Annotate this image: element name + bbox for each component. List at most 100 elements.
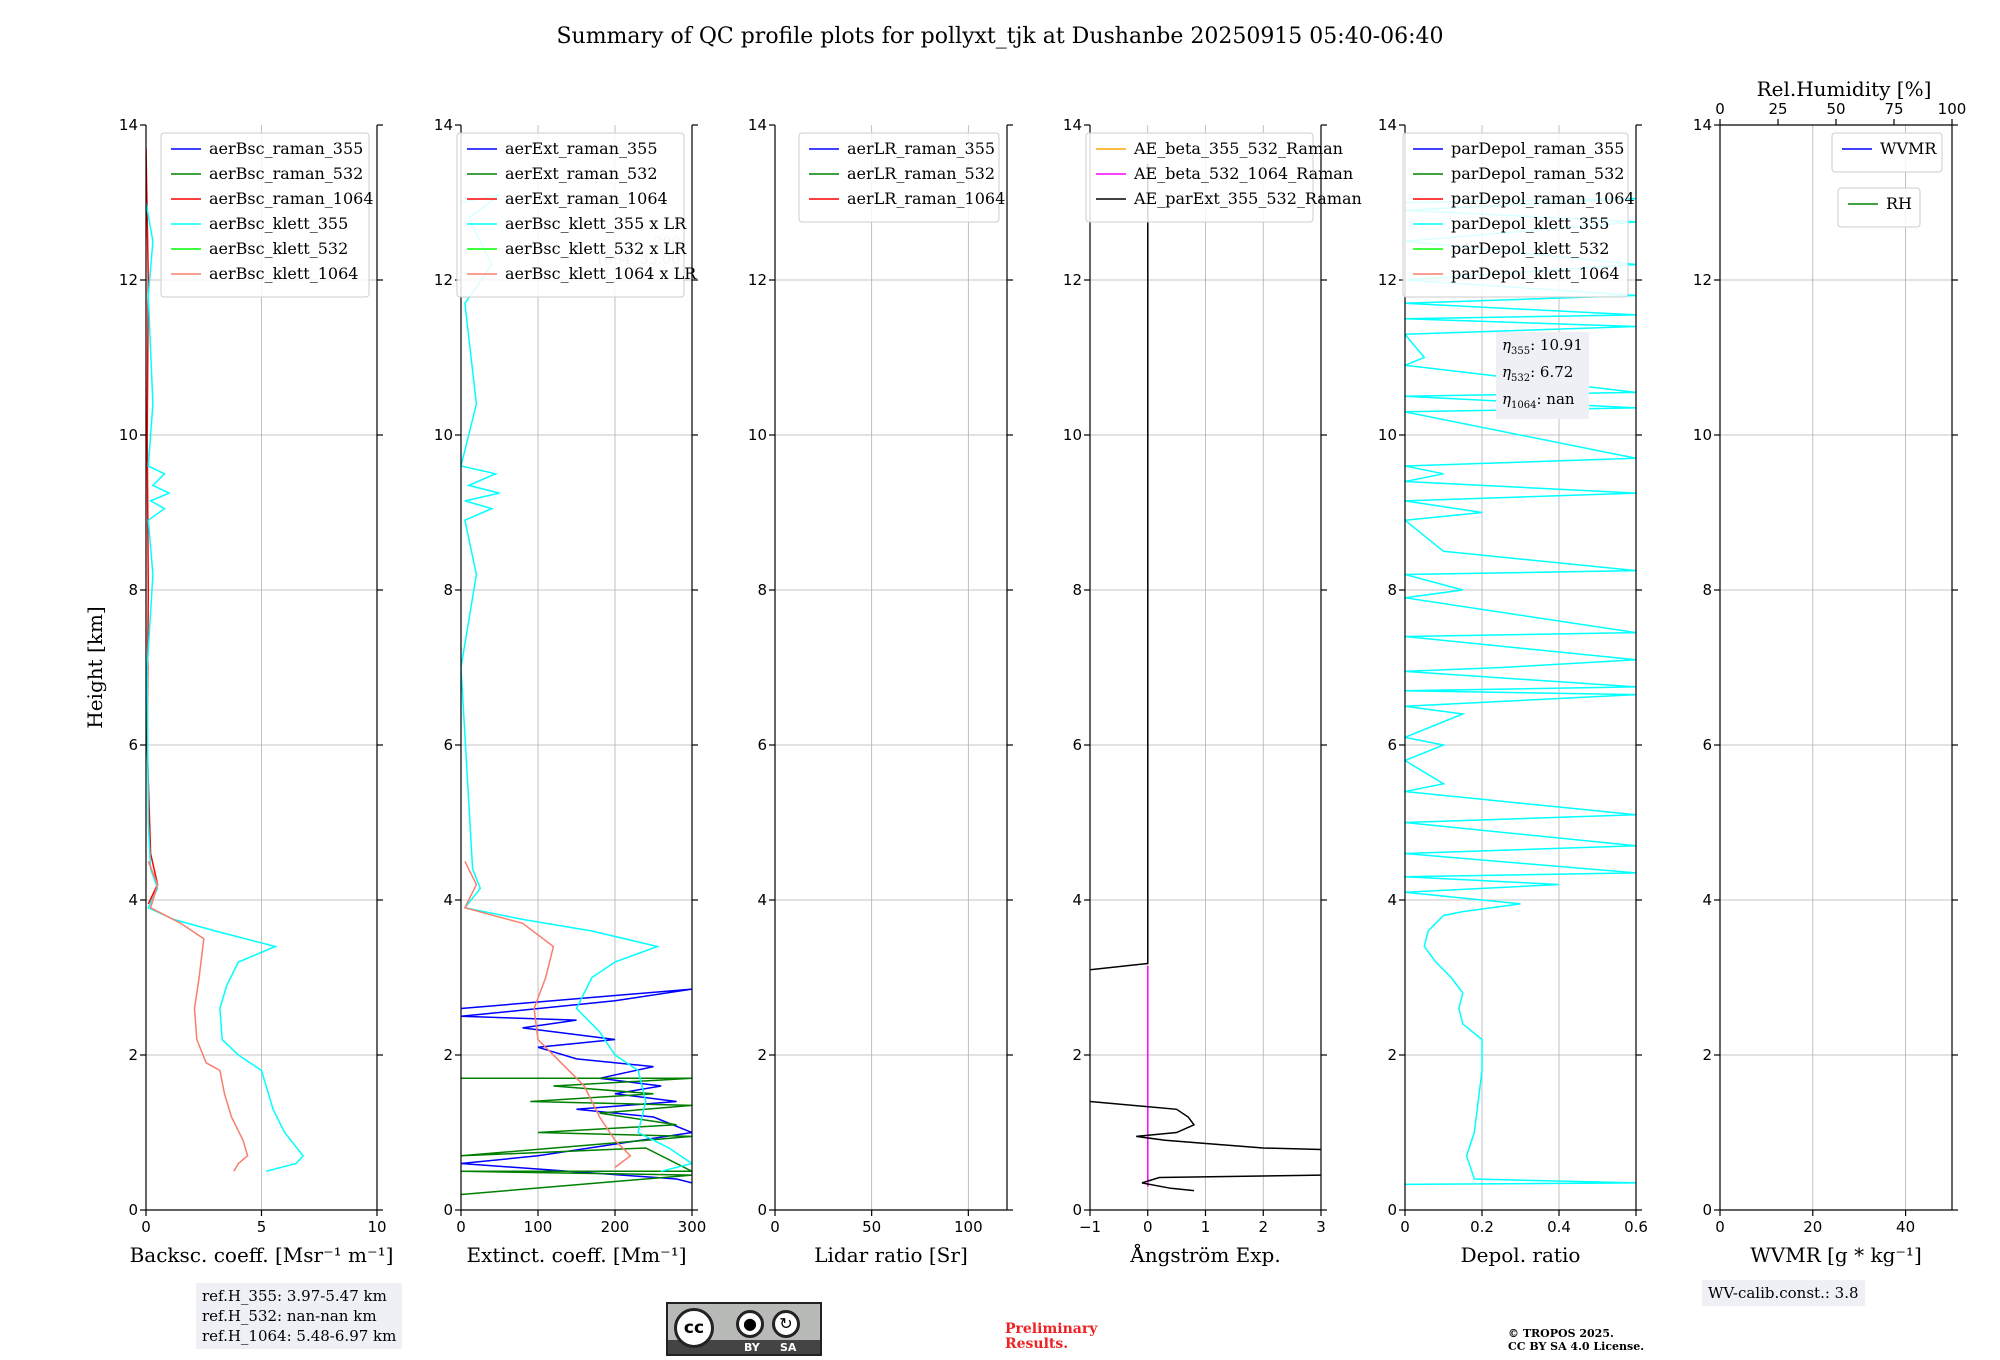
legend-box <box>456 132 685 298</box>
y-tick-label: 8 <box>1072 581 1082 599</box>
y-tick-label: 2 <box>757 1046 767 1064</box>
ref-height-532: ref.H_532: nan-nan km <box>202 1307 377 1325</box>
x2-tick-label: 50 <box>1826 100 1845 118</box>
x-tick-label: 0.4 <box>1547 1218 1571 1236</box>
y-tick-label: 2 <box>1072 1046 1082 1064</box>
attribution-icon: ● <box>736 1310 764 1338</box>
y-tick-label: 14 <box>1063 116 1082 134</box>
y-tick-label: 0 <box>443 1201 453 1219</box>
y-tick-label: 14 <box>748 116 767 134</box>
y-tick-label: 14 <box>1378 116 1397 134</box>
legend-box <box>798 132 1000 223</box>
y-tick-label: 0 <box>1072 1201 1082 1219</box>
legend-entry: aerExt_raman_1064 <box>505 189 668 208</box>
y-tick-label: 6 <box>443 736 453 754</box>
series-line-aerBsc_klett_355 <box>146 202 305 1173</box>
y-tick-label: 8 <box>1702 581 1712 599</box>
legend-entry: parDepol_raman_1064 <box>1451 189 1635 208</box>
preliminary-text-1: Preliminary <box>1005 1321 1098 1337</box>
series-group <box>461 194 692 1196</box>
legend-box <box>1085 132 1314 223</box>
x-tick-label: 0 <box>456 1218 466 1236</box>
y-tick-label: 6 <box>1072 736 1082 754</box>
ref-height-355: ref.H_355: 3.97-5.47 km <box>202 1287 387 1305</box>
x-tick-label: 0 <box>1715 1218 1725 1236</box>
legend-entry: aerBsc_raman_532 <box>209 164 363 183</box>
legend-box <box>1402 132 1629 298</box>
series-group <box>146 148 305 1173</box>
legend-entry: parDepol_raman_355 <box>1451 139 1624 158</box>
legend-entry: AE_beta_532_1064_Raman <box>1133 164 1353 183</box>
x-tick-label: 200 <box>601 1218 630 1236</box>
y-tick-label: 4 <box>1072 891 1082 909</box>
legend-entry: aerLR_raman_355 <box>847 139 995 158</box>
x-axis-label: WVMR [g * kg⁻¹] <box>1750 1243 1922 1267</box>
panel-2: 0 2 4 6 8 10 12 14 0 100 200 300 Extinct. coeff. [Mm… <box>434 116 706 1267</box>
x2-axis-label: Rel.Humidity [%] <box>1757 77 1932 101</box>
x2-tick-label: 25 <box>1768 100 1787 118</box>
legend-entry: aerBsc_klett_532 <box>209 239 348 258</box>
y-tick-label: 6 <box>1387 736 1397 754</box>
share-alike-icon: ↻ <box>772 1310 800 1338</box>
legend-entry: aerBsc_raman_355 <box>209 139 363 158</box>
y-tick-label: 8 <box>1387 581 1397 599</box>
x-tick-label: 0.2 <box>1470 1218 1494 1236</box>
y-tick-label: 4 <box>1387 891 1397 909</box>
x-tick-label: 0.6 <box>1624 1218 1648 1236</box>
y-tick-label: 12 <box>434 271 453 289</box>
series-line-parDepol_klett_355 <box>1405 197 1636 1186</box>
eta-355: η355: 10.91 <box>1502 336 1583 357</box>
series-line-aerBsc_klett_1064 x LR <box>463 860 632 1168</box>
x-tick-label: 40 <box>1896 1218 1915 1236</box>
legend-entry: aerExt_raman_355 <box>505 139 658 158</box>
legend-entry: AE_beta_355_532_Raman <box>1133 139 1343 158</box>
ref-height-1064: ref.H_1064: 5.48-6.97 km <box>202 1327 397 1345</box>
x-tick-label: −1 <box>1079 1218 1101 1236</box>
legend: aerLR_raman_355 aerLR_raman_532 aerLR_rama… <box>798 132 1005 223</box>
legend: aerExt_raman_355 aerExt_raman_532 aerExt_r… <box>456 132 697 298</box>
x-tick-label: 0 <box>770 1218 780 1236</box>
x-axis-label: Lidar ratio [Sr] <box>814 1243 968 1267</box>
y-tick-label: 0 <box>757 1201 767 1219</box>
legend-entry: parDepol_raman_532 <box>1451 164 1624 183</box>
license-sa-label: SA <box>780 1341 797 1354</box>
series-group <box>1405 197 1636 1186</box>
legend: parDepol_raman_355 parDepol_raman_532 parD… <box>1402 132 1635 298</box>
y-tick-label: 2 <box>128 1046 138 1064</box>
x-tick-label: 5 <box>257 1218 267 1236</box>
legend-entry: RH <box>1886 194 1912 213</box>
y-tick-label: 4 <box>443 891 453 909</box>
series-line-AE_parExt_355_532_Raman <box>1090 163 1321 1192</box>
x-tick-label: 2 <box>1258 1218 1268 1236</box>
y-tick-label: 4 <box>128 891 138 909</box>
x-tick-label: 100 <box>524 1218 553 1236</box>
wv-calib-text: WV-calib.const.: 3.8 <box>1708 1284 1859 1302</box>
series-line-aerBsc_klett_355 x LR <box>461 194 692 1173</box>
y-tick-label: 8 <box>757 581 767 599</box>
legend-entry: aerBsc_raman_1064 <box>209 189 374 208</box>
y-tick-label: 10 <box>119 426 138 444</box>
y-tick-label: 10 <box>1063 426 1082 444</box>
x-tick-label: 300 <box>678 1218 707 1236</box>
series-group <box>1090 163 1321 1192</box>
y-tick-label: 10 <box>1693 426 1712 444</box>
copyright-text-1: © TROPOS 2025. <box>1508 1327 1614 1340</box>
legend-box <box>1837 187 1921 228</box>
legend: AE_beta_355_532_Raman AE_beta_532_1064_Ra… <box>1085 132 1362 223</box>
legend-box <box>1831 132 1943 173</box>
y-tick-label: 4 <box>1702 891 1712 909</box>
legend-entry: parDepol_klett_532 <box>1451 239 1609 258</box>
cc-license-badge: cc ● ↻ BY SA <box>666 1302 822 1356</box>
x-axis-label: Extinct. coeff. [Mm⁻¹] <box>466 1243 686 1267</box>
legend-entry: aerLR_raman_532 <box>847 164 995 183</box>
x-tick-label: 10 <box>367 1218 386 1236</box>
legend: RH <box>1837 187 1921 228</box>
legend-entry: aerBsc_klett_1064 x LR <box>505 264 697 283</box>
panel-1: 0 2 4 6 8 10 12 14 0 5 10 Backsc. coeff. [Msr⁻¹ m⁻¹… <box>83 116 393 1267</box>
y-axis-label: Height [km] <box>83 606 107 728</box>
panel-3: 0 2 4 6 8 10 12 14 0 50 100 Lidar ratio [Sr] aerLR_r… <box>748 116 1013 1267</box>
legend-entry: AE_parExt_355_532_Raman <box>1133 189 1362 208</box>
legend-entry: aerBsc_klett_532 x LR <box>505 239 687 258</box>
legend-entry: aerBsc_klett_355 x LR <box>505 214 687 233</box>
y-tick-label: 10 <box>1378 426 1397 444</box>
